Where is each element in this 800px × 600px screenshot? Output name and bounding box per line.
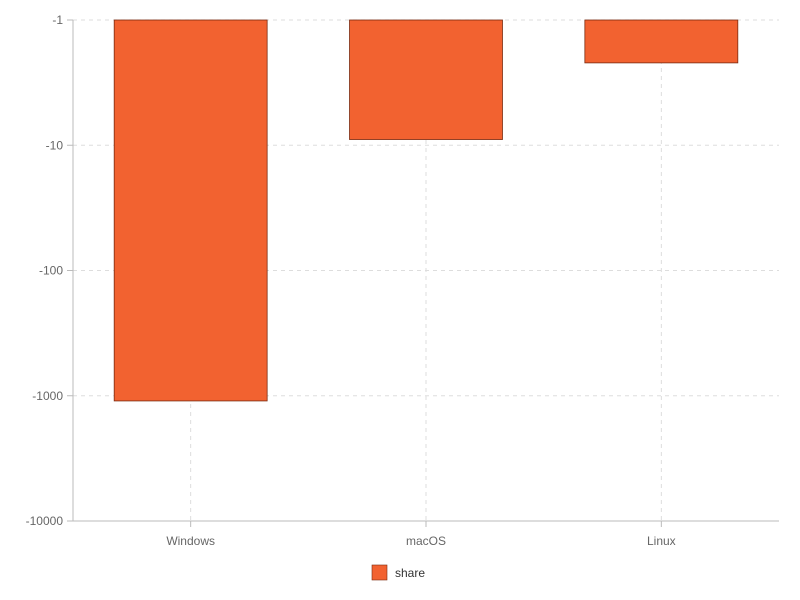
- y-axis-ticks: -1 -10 -100 -1000 -10000: [26, 13, 73, 528]
- y-tick-label: -1000: [32, 389, 63, 403]
- y-tick-label: -10000: [26, 514, 64, 528]
- bar-macos[interactable]: [349, 19, 503, 140]
- bar-windows[interactable]: [113, 19, 268, 402]
- x-tick-label: macOS: [406, 534, 446, 548]
- bar-linux[interactable]: [584, 19, 739, 64]
- x-tick-label: Linux: [647, 534, 676, 548]
- legend-swatch-share: [371, 564, 388, 581]
- x-tick-label: Windows: [166, 534, 215, 548]
- bars: [113, 19, 739, 402]
- y-tick-label: -1: [52, 13, 63, 27]
- legend: share: [371, 564, 425, 581]
- y-tick-label: -10: [46, 138, 64, 152]
- x-axis-ticks: Windows macOS Linux: [166, 521, 676, 548]
- y-tick-label: -100: [39, 264, 63, 278]
- legend-label-share: share: [395, 566, 425, 580]
